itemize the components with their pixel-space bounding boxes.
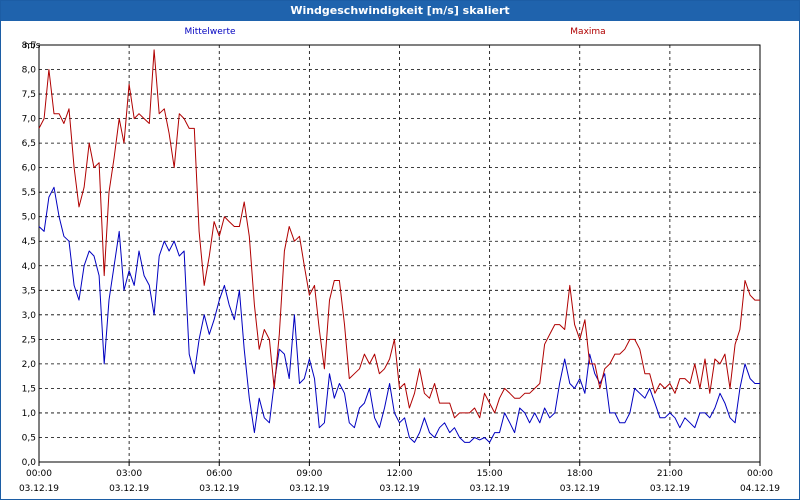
y-tick-label: 1,5 [22, 384, 36, 394]
series-line-mittelwerte [38, 186, 760, 443]
y-tick-label: 6,0 [22, 164, 37, 174]
series-line-maxima [38, 49, 760, 419]
x-tick-date: 04.12.19 [740, 484, 780, 494]
x-tick-date: 03.12.19 [199, 484, 239, 494]
chart-title: Windgeschwindigkeit [m/s] skaliert [1, 1, 799, 21]
y-tick-label: 8,5 [22, 41, 36, 51]
x-tick-time: 12:00 [387, 469, 413, 479]
x-tick-date: 03.12.19 [109, 484, 149, 494]
y-tick-label: 1,0 [22, 409, 37, 419]
y-tick-label: 3,0 [22, 311, 37, 321]
y-tick-label: 0,5 [22, 433, 36, 443]
y-tick-label: 5,5 [22, 188, 36, 198]
x-tick-date: 03.12.19 [19, 484, 59, 494]
legend-mittelwerte: Mittelwerte [184, 27, 235, 37]
x-tick-time: 06:00 [206, 469, 232, 479]
y-tick-label: 0,0 [22, 458, 37, 468]
plot-area [38, 44, 761, 463]
x-tick-time: 00:00 [747, 469, 773, 479]
x-tick-time: 00:00 [26, 469, 52, 479]
x-tick-date: 03.12.19 [289, 484, 329, 494]
y-axis-unit: m/s [24, 41, 41, 51]
x-tick-date: 03.12.19 [560, 484, 600, 494]
x-tick-date: 03.12.19 [379, 484, 419, 494]
y-tick-label: 2,5 [22, 335, 36, 345]
x-tick-date: 03.12.19 [470, 484, 510, 494]
y-tick-label: 2,0 [22, 360, 37, 370]
y-tick-label: 8,0 [22, 66, 37, 76]
y-tick-label: 3,5 [22, 286, 36, 296]
legend-maxima: Maxima [570, 27, 605, 37]
y-tick-label: 5,0 [22, 213, 37, 223]
y-tick-label: 7,0 [22, 115, 37, 125]
x-tick-time: 15:00 [477, 469, 503, 479]
y-tick-label: 4,5 [22, 237, 36, 247]
x-tick-time: 18:00 [567, 469, 593, 479]
x-tick-time: 09:00 [296, 469, 322, 479]
x-tick-date: 03.12.19 [650, 484, 690, 494]
x-tick-time: 21:00 [657, 469, 683, 479]
y-tick-label: 7,5 [22, 90, 36, 100]
x-tick-time: 03:00 [116, 469, 142, 479]
y-tick-label: 4,0 [22, 262, 37, 272]
y-tick-label: 6,5 [22, 139, 36, 149]
